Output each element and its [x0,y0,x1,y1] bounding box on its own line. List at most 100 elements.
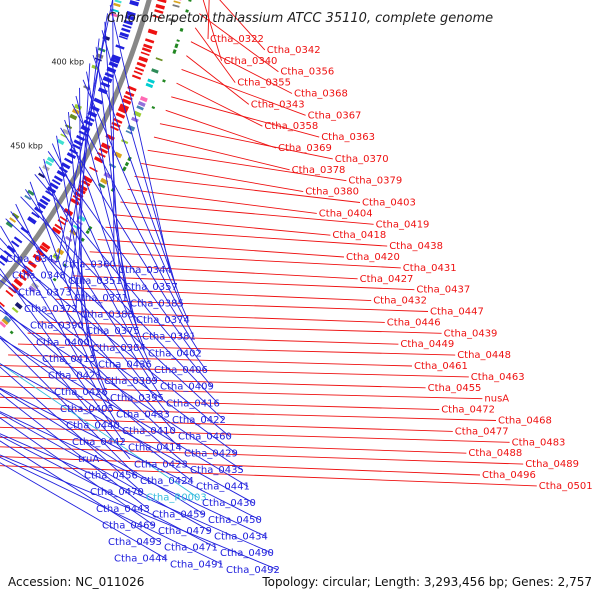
reverse-strand-gene [136,61,146,68]
gene-label-ctha-0388: Ctha_0388 [80,310,134,321]
gene-label-ctha-0456: Ctha_0456 [84,470,138,481]
gene-label-ctha-0455: Ctha_0455 [428,383,482,394]
cog-category-block [69,113,78,121]
label-leader-line [0,273,181,449]
scale-tick-label: 400 kbp [51,57,84,66]
gc-skew-marker [185,9,189,13]
gene-label-ctha-0369: Ctha_0369 [278,143,332,154]
cog-category-block [97,182,106,189]
label-leader-line [202,0,223,61]
gene-label-ctha-0441: Ctha_0441 [196,482,250,493]
forward-strand-gene [71,143,81,150]
label-leader-line [72,275,415,291]
label-leader-lines [0,0,537,571]
reverse-strand-gene [63,208,74,217]
gc-skew-marker [85,229,90,235]
cog-category-block [145,82,154,89]
forward-strand-gene [61,162,71,170]
gene-label-ctha-0423: Ctha_0423 [134,459,188,470]
gene-label-ctha-0436: Ctha_0436 [98,359,152,370]
gene-label-ctha-0471: Ctha_0471 [164,543,218,554]
gene-label-ctha-0459: Ctha_0459 [152,509,206,520]
cog-category-block [78,215,87,222]
gene-label-ctha-0409: Ctha_0409 [160,382,214,393]
reverse-strand-gene [93,156,104,164]
label-leader-line [63,13,109,276]
cog-category-block [45,160,53,167]
cog-category-block [151,68,159,74]
reverse-strand-gene [155,3,166,10]
gene-label-ctha-0372: Ctha_0372 [24,304,78,315]
gene-label-ctha-0419: Ctha_0419 [376,219,430,230]
gene-label-ctha-0438: Ctha_0438 [389,241,443,252]
gene-label-ctha-0400: Ctha_0400 [36,337,90,348]
reverse-strand-gene [21,268,31,277]
forward-strand-gene [37,201,47,210]
label-leader-line [5,218,225,421]
reverse-strand-gene [157,0,167,4]
gene-label-ctha-0416: Ctha_0416 [166,398,220,409]
label-leader-line [199,13,279,73]
label-leader-line [10,211,169,415]
forward-strand-gene [102,76,113,84]
label-leader-line [109,4,171,271]
reverse-strand-gene [36,249,46,258]
reverse-strand-gene [24,265,33,273]
gene-label-ctha-0368: Ctha_0368 [294,89,348,100]
cog-category-block [56,247,65,256]
cog-category-block [113,2,121,8]
cog-category-block [127,124,136,132]
reverse-strand-gene [147,28,158,36]
gene-label-ctha-0341: Ctha_0341 [6,254,60,265]
reverse-strand-gene [141,47,152,53]
gene-label-ctha-0463: Ctha_0463 [471,372,525,383]
reverse-strand-gene [51,226,62,235]
reverse-strand-gene [152,14,162,19]
reverse-strand-gene [27,260,37,269]
label-leader-line [0,309,243,471]
reverse-strand-gene [32,253,42,262]
label-leader-line [8,354,413,367]
gene-label-ctha-0449: Ctha_0449 [400,339,454,350]
accession-text: Accession: NC_011026 [8,575,144,589]
label-leader-line [0,462,167,560]
gene-label-ctha-0342: Ctha_0342 [267,45,321,56]
reverse-strand-gene [154,9,164,14]
gc-skew-marker [179,27,184,32]
forward-strand-gene [111,54,122,62]
gene-label-ctha-0461: Ctha_0461 [414,361,468,372]
label-leader-line [86,71,133,315]
gene-label-ctha-0430: Ctha_0430 [202,498,256,509]
label-leader-line [47,151,207,371]
label-leader-line [0,335,193,482]
label-leader-line [0,237,175,432]
gene-label-ctha-0402: Ctha_0402 [148,348,202,359]
label-leader-line [64,119,145,348]
gene-label-ctha-0384: Ctha_0384 [92,343,146,354]
cog-category-block [111,8,119,13]
gc-skew-marker [162,79,166,83]
label-leader-line [0,225,119,426]
label-leader-line [46,310,385,323]
gene-label-ctha-0355: Ctha_0355 [237,78,291,89]
label-leader-line [0,396,440,411]
cog-category-block [28,285,37,293]
cog-category-block [114,151,123,159]
gene-label-ctha-0437: Ctha_0437 [416,285,470,296]
label-leader-line [0,337,137,476]
label-leader-line [0,363,255,504]
reverse-strand-gene [115,112,126,119]
gene-label-ctha-0431: Ctha_0431 [403,263,457,274]
gc-skew-marker [172,49,177,55]
forward-strand-gene [118,35,128,40]
gene-label-ctha-0501: Ctha_0501 [539,481,593,492]
cog-category-block [121,139,129,145]
cog-category-block [24,194,32,201]
gene-label-ctha-0385: Ctha_0385 [130,298,184,309]
label-leader-line [159,123,333,160]
forward-strand-gene [56,169,67,178]
gene-label-ctha-0410: Ctha_0410 [122,426,176,437]
cog-category-block [11,212,20,220]
gene-label-ctha-0415: Ctha_0415 [42,354,96,365]
